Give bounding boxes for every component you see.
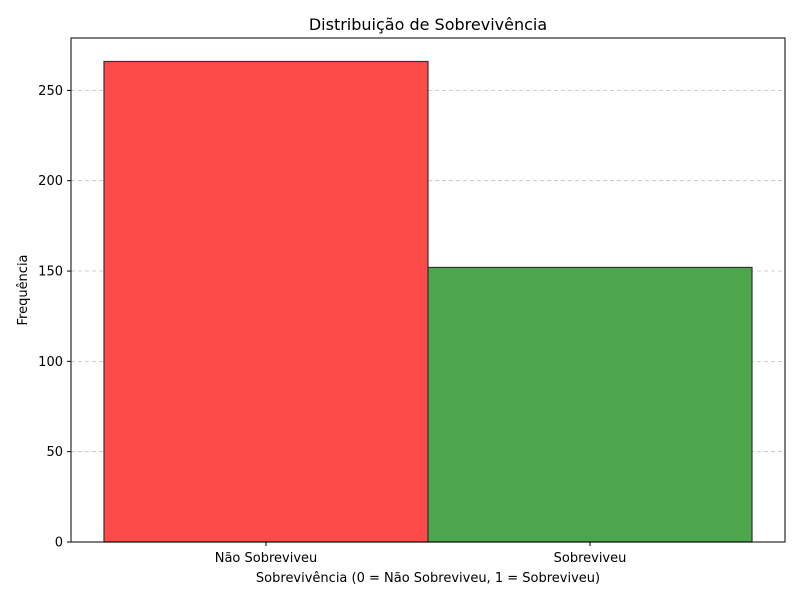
y-axis-ticks: 0 50 100 150 200 250 xyxy=(38,84,71,551)
bar-sobreviveu xyxy=(427,266,753,543)
y-axis-label: Frequência xyxy=(16,254,31,325)
y-tick-label: 150 xyxy=(38,265,63,280)
x-tick-label: Sobreviveu xyxy=(554,551,627,566)
y-tick-label: 250 xyxy=(38,84,63,99)
y-tick-label: 0 xyxy=(55,536,63,551)
y-tick-label: 50 xyxy=(46,445,63,460)
bars xyxy=(103,60,753,543)
plot-frame xyxy=(70,37,786,543)
chart-title: Distribuição de Sobrevivência xyxy=(309,15,547,34)
y-tick-label: 200 xyxy=(38,174,63,189)
y-tick-label: 100 xyxy=(38,355,63,370)
x-tick-label: Não Sobreviveu xyxy=(215,551,318,566)
bar-nao-sobreviveu xyxy=(103,60,429,543)
x-axis-ticks: Não Sobreviveu Sobreviveu xyxy=(215,542,627,566)
x-axis-label: Sobrevivência (0 = Não Sobreviveu, 1 = S… xyxy=(256,571,600,586)
